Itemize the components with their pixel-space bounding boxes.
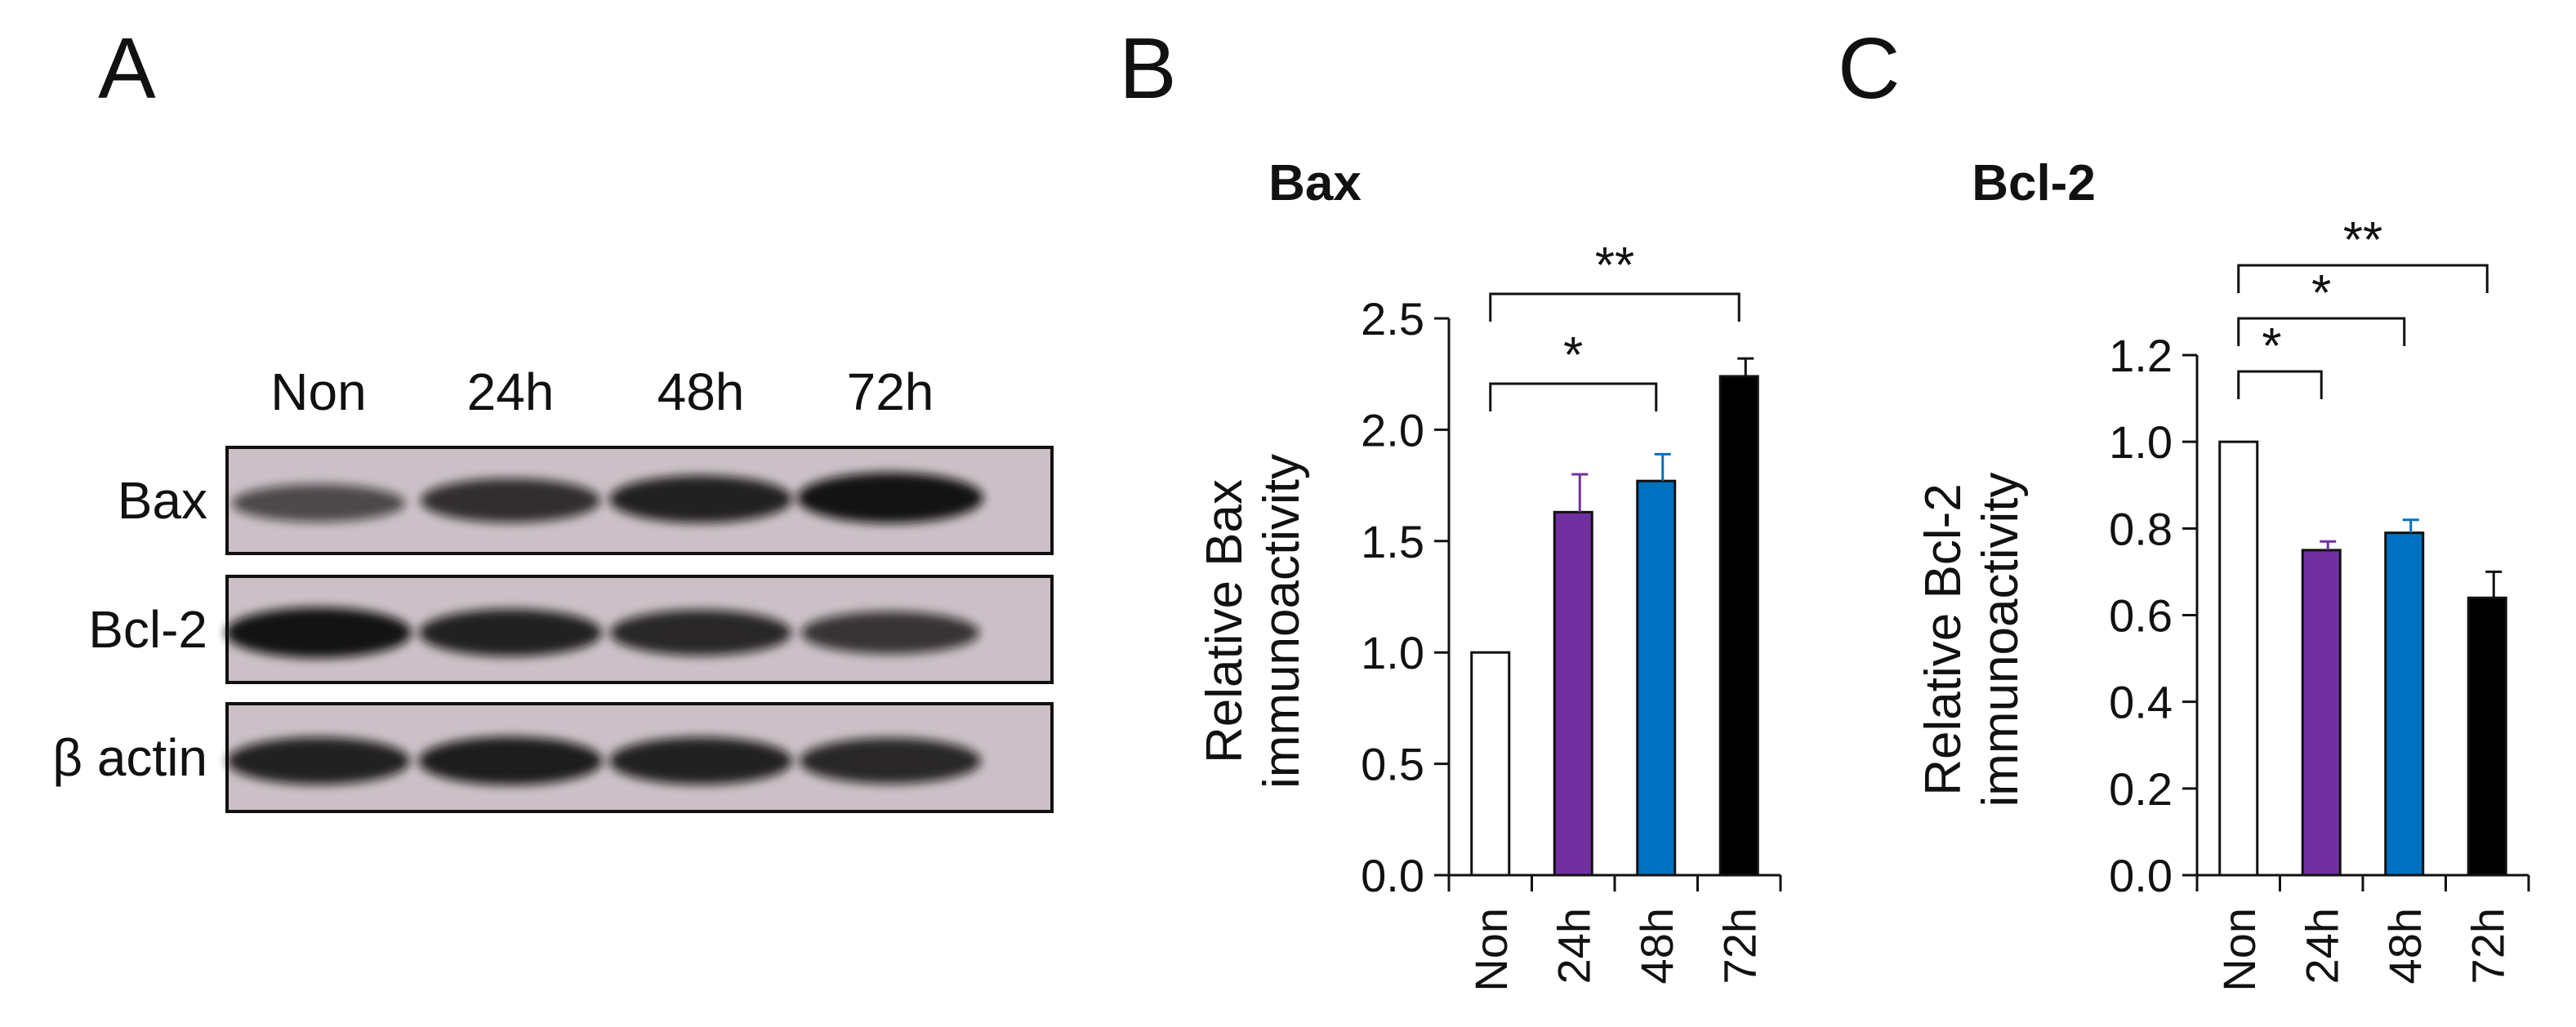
significance-bracket-1 — [1489, 292, 1740, 322]
panel-a-western-blot: A Non 24h 48h 72h Bax Bcl-2 β actin — [52, 20, 1054, 813]
blot-band-2-1 — [418, 736, 603, 785]
blot-band-0-3 — [797, 472, 983, 523]
blot-row-1: Bcl-2 — [88, 575, 1054, 684]
blot-lane-labels: Non 24h 48h 72h — [270, 362, 934, 421]
bar-48h — [1636, 479, 1677, 877]
x-tick-label-0: Non — [2213, 908, 2265, 992]
y-tick-label-1: 0.5 — [1361, 739, 1424, 790]
blot-rows: Bax Bcl-2 β actin — [52, 446, 1054, 813]
chart-title: Bax — [1268, 155, 1362, 211]
x-tick-label-1: 24h — [1548, 908, 1599, 984]
bar-24h — [1553, 510, 1593, 877]
bax-bar-chart: Bax Relative Bax immunoactivity 0.0 0.5 1.0 1.… — [1197, 155, 1782, 992]
x-tick-label-1: 24h — [2296, 908, 2347, 984]
y-tick-label-5: 1.0 — [2109, 416, 2173, 468]
bar-48h — [2384, 531, 2425, 877]
blot-lane-label-1: 24h — [467, 362, 555, 421]
significance-label-1: ** — [1595, 238, 1634, 294]
blot-row-0: Bax — [118, 446, 1054, 555]
y-tick-label-6: 1.2 — [2109, 330, 2173, 381]
significance-label-2: ** — [2343, 212, 2382, 269]
panel-c-bcl2-chart: C Bcl-2 Relative Bcl-2 immunoactivity 0.0 0.… — [1838, 20, 2530, 992]
significance-bracket-0 — [1489, 382, 1658, 411]
x-tick-label-3: 72h — [2462, 908, 2513, 984]
significance-bracket-2 — [2237, 264, 2489, 293]
y-tick-label-1: 0.2 — [2109, 763, 2173, 815]
blot-row-2: β actin — [52, 702, 1054, 813]
significance-label-0: * — [2262, 318, 2281, 375]
y-tick-label-0: 0.0 — [1361, 850, 1424, 901]
blot-band-0-1 — [421, 478, 600, 522]
y-axis-title-line-1: immunoactivity — [1972, 473, 2029, 807]
blot-band-1-1 — [419, 609, 602, 656]
blot-lane-label-2: 48h — [657, 362, 745, 421]
blot-band-0-2 — [609, 475, 792, 523]
blot-band-2-2 — [609, 737, 792, 785]
x-tick-label-2: 48h — [1631, 908, 1682, 984]
x-tick-label-3: 72h — [1714, 908, 1765, 984]
y-axis-title-line-1: immunoactivity — [1254, 454, 1310, 789]
y-tick-label-3: 0.6 — [2109, 590, 2173, 642]
chart-title: Bcl-2 — [1972, 155, 2096, 211]
significance-bracket-1 — [2237, 317, 2406, 346]
y-axis-title-line-0: Relative Bcl-2 — [1915, 483, 1972, 795]
blot-band-1-2 — [610, 610, 791, 656]
y-tick-label-2: 0.4 — [2109, 677, 2173, 728]
blot-band-0-0 — [232, 484, 405, 522]
bar-72h — [1718, 375, 1759, 877]
y-tick-label-3: 1.5 — [1361, 516, 1424, 567]
blot-lane-label-3: 72h — [847, 362, 934, 421]
significance-label-1: * — [2311, 265, 2331, 322]
blot-row-label-0: Bax — [118, 471, 207, 530]
blot-lane-label-0: Non — [270, 362, 366, 421]
blot-row-label-1: Bcl-2 — [88, 600, 207, 659]
y-tick-label-4: 2.0 — [1361, 404, 1424, 456]
y-tick-label-2: 1.0 — [1361, 627, 1424, 678]
bar-72h — [2467, 596, 2507, 877]
blot-band-2-3 — [800, 738, 981, 784]
x-tick-label-0: Non — [1465, 908, 1517, 992]
blot-row-label-2: β actin — [52, 728, 207, 787]
bcl2-bar-chart: Bcl-2 Relative Bcl-2 immunoactivity 0.0 0.2 0… — [1915, 155, 2530, 992]
y-tick-label-0: 0.0 — [2109, 850, 2173, 901]
blot-band-1-3 — [801, 611, 979, 654]
panel-b-bax-chart: B Bax Relative Bax immunoactivity 0.0 0.5 1.0… — [1119, 20, 1782, 992]
significance-label-0: * — [1563, 327, 1583, 384]
panel-letter-a: A — [98, 20, 156, 117]
y-tick-label-5: 2.5 — [1361, 293, 1424, 345]
significance-bracket-0 — [2237, 370, 2323, 399]
blot-band-2-0 — [227, 737, 410, 785]
bar-Non — [1470, 651, 1511, 877]
x-tick-label-2: 48h — [2379, 908, 2431, 984]
panel-letter-b: B — [1119, 20, 1177, 117]
bar-Non — [2218, 440, 2259, 877]
y-tick-label-4: 0.8 — [2109, 503, 2173, 554]
bar-24h — [2301, 549, 2342, 877]
blot-band-1-0 — [225, 607, 412, 658]
y-axis-title-line-0: Relative Bax — [1197, 479, 1253, 763]
panel-letter-c: C — [1838, 20, 1901, 117]
